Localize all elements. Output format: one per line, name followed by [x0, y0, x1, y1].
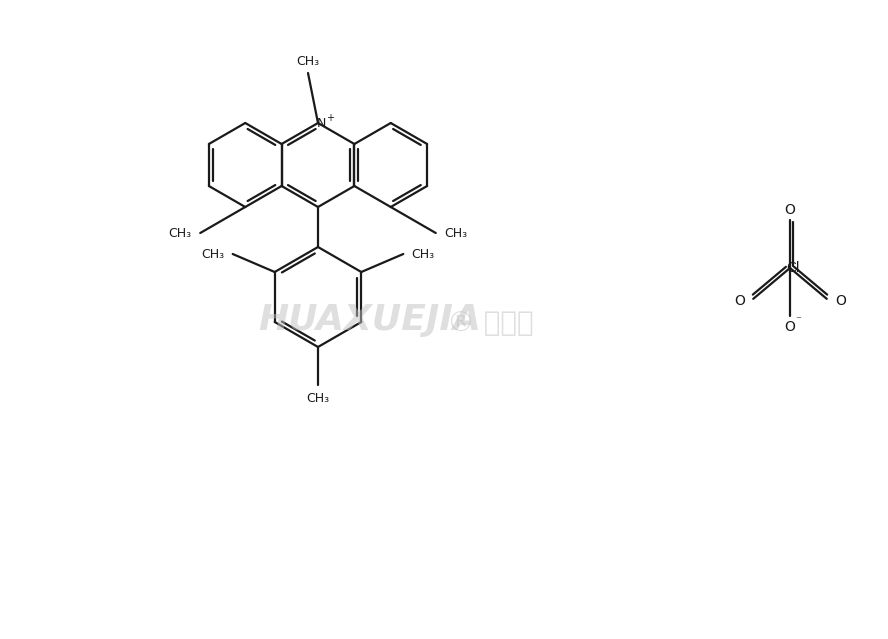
- Text: O: O: [836, 294, 846, 308]
- Text: CH₃: CH₃: [444, 226, 467, 240]
- Text: CH₃: CH₃: [202, 247, 225, 261]
- Text: CH₃: CH₃: [412, 247, 435, 261]
- Text: Cl: Cl: [786, 261, 800, 275]
- Text: HUAXUEJIA: HUAXUEJIA: [258, 303, 481, 337]
- Text: O: O: [733, 294, 745, 308]
- Text: O: O: [785, 203, 796, 217]
- Text: ⁻: ⁻: [795, 315, 801, 325]
- Text: CH₃: CH₃: [306, 392, 329, 404]
- Text: O: O: [785, 320, 796, 334]
- Text: CH₃: CH₃: [297, 54, 320, 68]
- Text: ® 化学加: ® 化学加: [447, 309, 534, 337]
- Text: CH₃: CH₃: [169, 226, 192, 240]
- Text: N: N: [316, 116, 326, 130]
- Text: +: +: [326, 113, 334, 123]
